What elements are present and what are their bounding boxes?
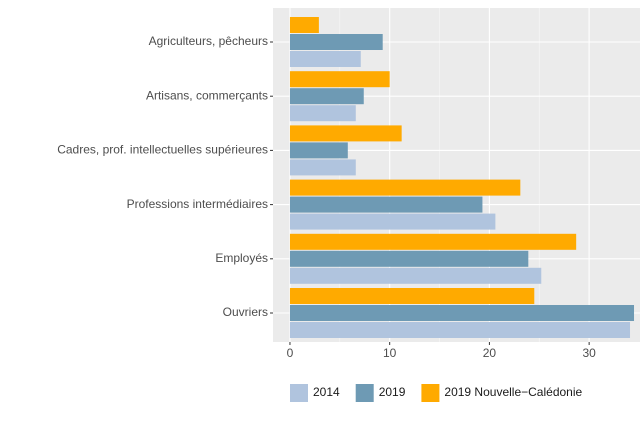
bar — [289, 288, 535, 304]
bar — [289, 34, 383, 50]
bar — [289, 305, 635, 321]
bar — [289, 213, 496, 230]
y-tick-label: Agriculteurs, pêcheurs — [149, 34, 268, 48]
y-tick-label: Professions intermédiaires — [127, 197, 268, 211]
bar — [289, 125, 402, 142]
bar — [289, 196, 483, 213]
bar — [289, 267, 542, 284]
x-tick-label: 0 — [287, 346, 294, 360]
bar — [289, 88, 364, 105]
legend-label: 2019 — [379, 385, 406, 399]
bar — [289, 17, 319, 33]
bar — [289, 322, 631, 338]
y-tick-label: Cadres, prof. intellectuelles supérieure… — [57, 143, 268, 157]
y-tick-label: Employés — [215, 251, 268, 265]
y-tick-label: Ouvriers — [223, 305, 268, 319]
legend-swatch — [290, 384, 308, 402]
y-tick-label: Artisans, commerçants — [146, 88, 268, 102]
legend-swatch — [421, 384, 440, 402]
bar — [289, 142, 348, 159]
x-tick-label: 20 — [483, 346, 497, 360]
bar — [289, 105, 356, 122]
bar — [289, 71, 390, 88]
x-tick-label: 30 — [582, 346, 596, 360]
bar — [289, 51, 361, 67]
bar — [289, 250, 529, 267]
bar — [289, 233, 577, 250]
bar — [289, 159, 356, 176]
legend-label: 2014 — [313, 385, 340, 399]
x-tick-label: 10 — [383, 346, 397, 360]
legend-swatch — [355, 384, 374, 402]
legend-label: 2019 Nouvelle−Calédonie — [444, 385, 582, 399]
bar — [289, 179, 521, 196]
